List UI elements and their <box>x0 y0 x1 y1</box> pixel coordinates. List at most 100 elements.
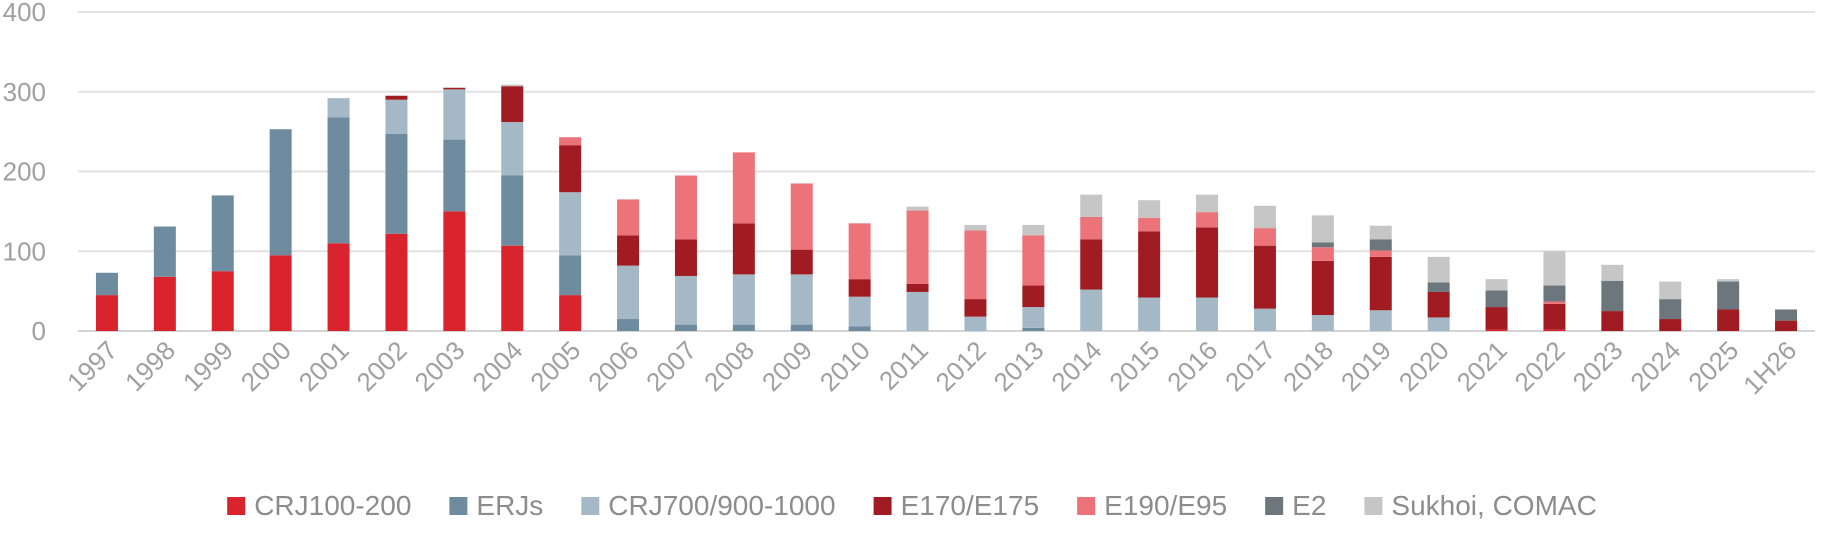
legend-item: CRJ100-200 <box>227 490 411 521</box>
bar-segment <box>1775 320 1798 331</box>
bar-segment <box>1775 309 1798 321</box>
bar-stack-2019 <box>1369 225 1392 331</box>
bar-segment <box>559 137 582 146</box>
bar-segment <box>501 175 524 246</box>
bar-segment <box>1369 239 1392 251</box>
bar-segment <box>153 276 176 331</box>
bar-stack-1997 <box>95 272 118 331</box>
bar-stack-2001 <box>327 98 350 331</box>
x-tick-label: 2009 <box>756 335 818 397</box>
bar-segment <box>1138 217 1161 232</box>
bar-segment <box>559 295 582 331</box>
bar-stack-2000 <box>269 129 292 331</box>
x-tick-label: 2000 <box>235 335 297 397</box>
bar-stack-2020 <box>1427 256 1450 331</box>
x-tick-label: 2002 <box>351 335 413 397</box>
bar-segment <box>1311 215 1334 243</box>
x-tick-label: 2022 <box>1509 335 1571 397</box>
x-tick-label: 2001 <box>293 335 355 397</box>
legend-label: CRJ700/900-1000 <box>608 490 835 521</box>
x-tick-label: 2016 <box>1161 335 1223 397</box>
x-tick-label: 2004 <box>466 335 528 397</box>
bar-segment <box>443 139 466 212</box>
bar-segment <box>1485 329 1508 331</box>
bar-segment <box>1717 281 1740 310</box>
bar-segment <box>1253 308 1276 331</box>
bar-segment <box>1601 311 1624 331</box>
bar-segment <box>443 211 466 331</box>
bar-segment <box>1543 251 1566 286</box>
bar-segment <box>906 283 929 292</box>
bar-segment <box>559 145 582 193</box>
bar-segment <box>1311 260 1334 316</box>
x-tick-label: 2003 <box>408 335 470 397</box>
bar-segment <box>443 89 466 140</box>
bar-stack-2016 <box>1196 194 1219 331</box>
x-tick-label: 2025 <box>1682 335 1744 397</box>
bar-segment <box>269 255 292 331</box>
legend: CRJ100-200 ERJs CRJ700/900-1000 E170/E175 E1… <box>227 490 1597 521</box>
x-tick-label: 2011 <box>873 335 934 396</box>
bar-segment <box>1717 279 1740 282</box>
gridlines <box>78 11 1815 332</box>
legend-label: E170/E175 <box>901 490 1040 521</box>
bar-segment <box>327 243 350 331</box>
bar-stack-1H26 <box>1775 309 1798 331</box>
bar-groups <box>95 84 1798 331</box>
bar-segment <box>95 295 118 331</box>
bar-segment <box>1369 310 1392 331</box>
legend-swatch <box>1265 497 1284 515</box>
y-axis-ticks: 0 100 200 300 400 <box>3 0 46 346</box>
x-tick-label: 1999 <box>177 335 239 397</box>
bar-segment <box>443 87 466 90</box>
bar-segment <box>1080 289 1103 331</box>
bar-stack-2008 <box>732 152 755 331</box>
bar-segment <box>906 291 929 331</box>
bar-segment <box>617 199 640 236</box>
legend-item: E2 <box>1265 490 1326 521</box>
bar-segment <box>1659 319 1682 331</box>
bar-segment <box>1138 200 1161 218</box>
bar-segment <box>501 245 524 331</box>
x-tick-label: 2007 <box>640 335 702 397</box>
legend-label: CRJ100-200 <box>254 490 411 521</box>
bar-segment <box>848 223 871 280</box>
bar-segment <box>1022 307 1045 328</box>
bar-segment <box>1427 256 1450 283</box>
bar-segment <box>385 233 408 331</box>
x-tick-label: 2020 <box>1393 335 1455 397</box>
bar-stack-2003 <box>443 87 466 331</box>
bar-segment <box>1369 225 1392 240</box>
bar-stack-2023 <box>1601 264 1624 331</box>
legend-item: E170/E175 <box>873 490 1040 521</box>
x-tick-label: 2013 <box>987 335 1049 397</box>
bar-segment <box>1080 216 1103 240</box>
legend-swatch <box>227 497 246 515</box>
bar-segment <box>1427 282 1450 292</box>
x-tick-label: 2014 <box>1045 335 1107 397</box>
legend-swatch <box>1364 497 1383 515</box>
bar-segment <box>1369 256 1392 311</box>
legend-item: E190/E95 <box>1077 490 1227 521</box>
bar-stack-2014 <box>1080 194 1103 331</box>
bar-segment <box>732 223 755 275</box>
bar-segment <box>790 324 813 331</box>
bar-segment <box>385 95 408 100</box>
bar-segment <box>1311 247 1334 261</box>
bar-segment <box>1485 307 1508 330</box>
legend-swatch <box>873 497 892 515</box>
bar-stack-2022 <box>1543 251 1566 331</box>
bar-stack-2017 <box>1253 205 1276 331</box>
bar-segment <box>964 316 987 331</box>
legend-label: Sukhoi, COMAC <box>1391 490 1596 521</box>
bar-segment <box>1253 205 1276 229</box>
bar-segment <box>1369 250 1392 257</box>
bar-segment <box>1138 231 1161 298</box>
bar-segment <box>559 255 582 296</box>
x-tick-label: 2015 <box>1103 335 1165 397</box>
bar-segment <box>1080 239 1103 290</box>
bar-segment <box>674 324 697 331</box>
bar-segment <box>1196 212 1219 228</box>
